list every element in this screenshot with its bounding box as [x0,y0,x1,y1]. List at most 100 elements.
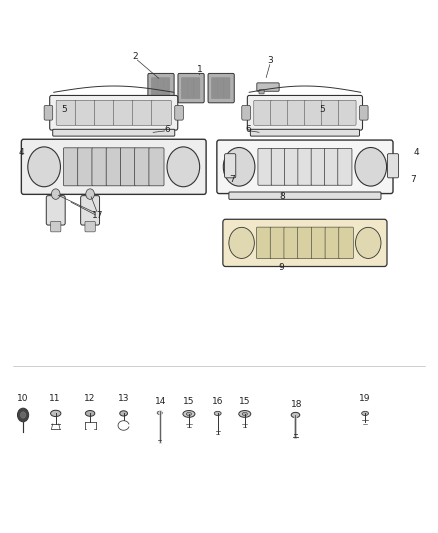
FancyBboxPatch shape [325,227,339,259]
FancyBboxPatch shape [49,95,178,130]
FancyBboxPatch shape [259,90,264,94]
FancyBboxPatch shape [218,78,224,99]
Text: 7: 7 [410,175,416,184]
Ellipse shape [242,413,247,416]
Circle shape [355,148,387,186]
FancyBboxPatch shape [338,100,356,125]
Ellipse shape [291,413,300,417]
FancyBboxPatch shape [85,221,95,232]
FancyBboxPatch shape [120,148,135,186]
Text: 2: 2 [132,52,138,61]
FancyBboxPatch shape [311,148,325,185]
FancyBboxPatch shape [178,74,204,103]
FancyBboxPatch shape [149,148,164,186]
FancyBboxPatch shape [247,95,363,130]
FancyBboxPatch shape [257,83,279,91]
FancyBboxPatch shape [53,130,175,136]
FancyBboxPatch shape [311,227,326,259]
Text: 15: 15 [183,397,194,406]
FancyBboxPatch shape [284,227,299,259]
FancyBboxPatch shape [298,227,312,259]
Text: 4: 4 [414,148,420,157]
FancyBboxPatch shape [338,148,352,185]
Circle shape [167,147,200,187]
Text: 8: 8 [280,192,286,201]
Text: 1: 1 [197,65,202,74]
FancyBboxPatch shape [223,219,387,266]
FancyBboxPatch shape [81,196,99,225]
FancyBboxPatch shape [217,140,393,193]
Text: 7: 7 [229,175,235,184]
FancyBboxPatch shape [388,154,399,178]
Text: 5: 5 [319,104,325,114]
Ellipse shape [50,410,61,417]
Text: 6: 6 [245,125,251,134]
Text: 5: 5 [61,104,67,114]
FancyBboxPatch shape [151,78,158,99]
Circle shape [28,147,60,187]
FancyBboxPatch shape [229,192,381,199]
Circle shape [18,408,28,422]
FancyBboxPatch shape [208,74,234,103]
Ellipse shape [183,410,195,417]
Ellipse shape [362,411,368,416]
Circle shape [86,189,95,199]
Ellipse shape [239,410,251,417]
Text: 12: 12 [85,394,96,403]
FancyBboxPatch shape [321,100,339,125]
Ellipse shape [214,411,221,416]
Text: 15: 15 [239,397,251,406]
Text: 11: 11 [49,394,60,403]
FancyBboxPatch shape [251,130,360,136]
FancyBboxPatch shape [254,100,272,125]
FancyBboxPatch shape [187,78,194,99]
Ellipse shape [186,413,191,416]
Ellipse shape [85,410,95,416]
FancyBboxPatch shape [285,148,299,185]
FancyBboxPatch shape [164,78,170,99]
FancyBboxPatch shape [224,78,230,99]
FancyBboxPatch shape [304,100,322,125]
FancyBboxPatch shape [242,106,251,120]
FancyBboxPatch shape [271,148,286,185]
FancyBboxPatch shape [225,154,236,178]
FancyBboxPatch shape [271,100,289,125]
FancyBboxPatch shape [56,100,76,125]
Text: 4: 4 [18,148,24,157]
FancyBboxPatch shape [75,100,95,125]
FancyBboxPatch shape [325,148,339,185]
FancyBboxPatch shape [258,148,272,185]
FancyBboxPatch shape [288,100,305,125]
Text: 17: 17 [92,211,103,220]
FancyBboxPatch shape [148,74,174,103]
Text: 6: 6 [165,125,170,134]
FancyBboxPatch shape [181,78,187,99]
Text: 19: 19 [359,394,371,403]
Text: 9: 9 [278,263,284,272]
Text: 10: 10 [17,394,28,403]
FancyBboxPatch shape [158,78,164,99]
Text: 14: 14 [155,397,166,406]
FancyBboxPatch shape [194,78,200,99]
FancyBboxPatch shape [360,106,368,120]
FancyBboxPatch shape [21,139,206,195]
FancyBboxPatch shape [92,148,107,186]
FancyBboxPatch shape [64,148,78,186]
FancyBboxPatch shape [175,106,184,120]
Text: 18: 18 [290,400,302,409]
Ellipse shape [157,411,162,415]
FancyBboxPatch shape [339,227,353,259]
Circle shape [21,412,26,418]
FancyBboxPatch shape [270,227,285,259]
FancyBboxPatch shape [152,100,171,125]
FancyBboxPatch shape [132,100,152,125]
FancyBboxPatch shape [113,100,133,125]
FancyBboxPatch shape [106,148,121,186]
FancyBboxPatch shape [44,106,53,120]
FancyBboxPatch shape [212,78,218,99]
Text: 3: 3 [268,56,273,65]
Circle shape [356,228,381,259]
Circle shape [229,228,254,259]
FancyBboxPatch shape [50,221,61,232]
Ellipse shape [120,411,127,416]
